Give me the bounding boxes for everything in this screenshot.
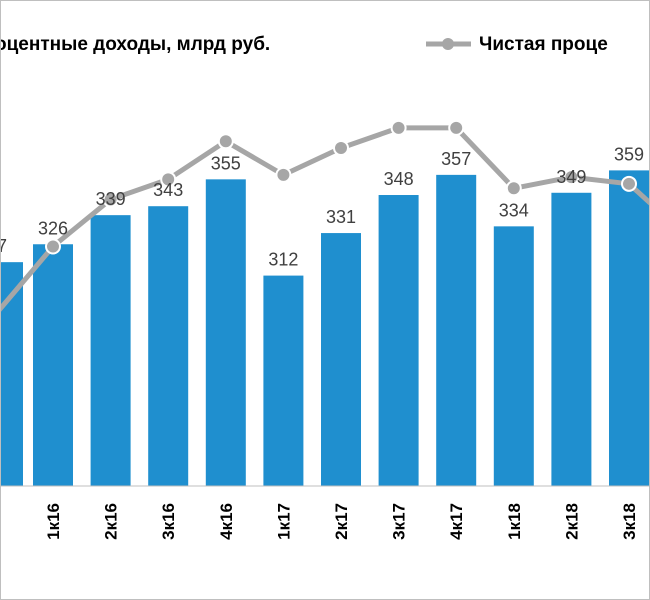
data-label-2к17: 331 xyxy=(326,207,356,227)
tick-label-4к17: 4к17 xyxy=(447,503,466,540)
line-point-4к17 xyxy=(448,119,465,136)
bar-3к17 xyxy=(378,195,419,486)
bar-3к16 xyxy=(148,206,189,486)
data-label-1к17: 312 xyxy=(268,250,298,270)
data-label-3к16: 343 xyxy=(153,180,183,200)
data-labels-group: 7 326 339 343 355 312 331 348 357 334 349 359 xyxy=(1,144,644,269)
legend-line-marker xyxy=(442,38,454,50)
legend-label-line: Чистая проце xyxy=(479,34,608,55)
line-point-3к16 xyxy=(160,171,177,188)
data-label-3к17: 348 xyxy=(384,169,414,189)
bar-1к16 xyxy=(33,244,73,486)
bar-partial-left xyxy=(1,262,23,486)
data-label-4к17: 357 xyxy=(441,149,471,169)
line-point-2к18 xyxy=(563,169,580,186)
data-label-partial: 7 xyxy=(1,236,7,256)
tick-label-3к17: 3к17 xyxy=(390,503,409,540)
tick-label-3к16: 3к16 xyxy=(159,503,178,540)
x-tick-labels-group: 1к16 2к16 3к16 4к16 1к17 2к17 3к17 4к17 1к18 2к18… xyxy=(44,503,639,540)
data-label-1к16: 326 xyxy=(38,218,68,238)
bar-2к16 xyxy=(90,215,131,486)
line-point-1к18 xyxy=(505,180,522,197)
data-label-2к18: 349 xyxy=(556,167,586,187)
tick-label-1к18: 1к18 xyxy=(505,503,524,540)
tick-label-1к16: 1к16 xyxy=(44,503,63,540)
legend: оцентные доходы, млрд руб. Чистая проце xyxy=(1,34,608,55)
bar-1к18 xyxy=(493,226,534,487)
legend-label-bars: оцентные доходы, млрд руб. xyxy=(1,34,270,55)
data-label-3к18: 359 xyxy=(614,144,644,164)
bar-4к17 xyxy=(436,174,477,486)
data-label-2к16: 339 xyxy=(96,189,126,209)
line-point-2к16 xyxy=(102,191,119,208)
bars-group xyxy=(1,170,649,487)
line-point-1к16 xyxy=(45,238,61,255)
bar-3к18 xyxy=(609,170,649,487)
line-point-1к17 xyxy=(275,166,292,183)
tick-label-4к16: 4к16 xyxy=(217,503,236,540)
tick-label-2к17: 2к17 xyxy=(332,503,351,540)
bar-2к18 xyxy=(551,192,592,486)
bar-2к17 xyxy=(321,233,361,486)
tick-label-3к18: 3к18 xyxy=(620,503,639,540)
data-label-4к16: 355 xyxy=(211,153,241,173)
tick-label-2к16: 2к16 xyxy=(102,503,121,540)
bar-4к16 xyxy=(205,179,246,486)
line-point-2к17 xyxy=(333,140,349,157)
tick-label-1к17: 1к17 xyxy=(274,503,293,540)
line-point-3к18 xyxy=(621,175,637,192)
data-label-1к18: 334 xyxy=(499,200,529,220)
tick-label-2к18: 2к18 xyxy=(562,503,581,540)
line-point-4к16 xyxy=(217,133,234,150)
bar-1к17 xyxy=(263,275,304,486)
line-series-group xyxy=(1,119,649,312)
line-point-3к17 xyxy=(390,119,407,136)
